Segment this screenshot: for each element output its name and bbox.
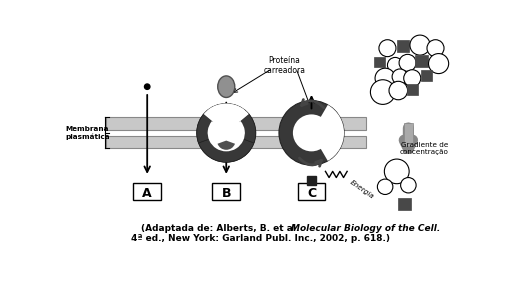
Bar [223, 147, 229, 162]
Wedge shape [204, 104, 249, 133]
Text: A: A [142, 187, 152, 200]
Bar [212, 183, 240, 200]
Ellipse shape [218, 76, 235, 98]
Bar [404, 123, 413, 146]
Circle shape [377, 179, 393, 194]
Wedge shape [207, 104, 245, 133]
Bar [307, 176, 316, 185]
Bar [374, 57, 385, 67]
Circle shape [197, 104, 256, 162]
Circle shape [209, 116, 243, 150]
Wedge shape [311, 105, 344, 161]
Wedge shape [217, 141, 235, 150]
Bar [398, 198, 410, 210]
Wedge shape [208, 121, 245, 151]
Wedge shape [226, 114, 256, 143]
Bar [133, 183, 161, 200]
Text: Membrana
plasmática: Membrana plasmática [65, 126, 110, 140]
Bar [421, 70, 432, 81]
Wedge shape [197, 114, 226, 143]
Bar [298, 183, 326, 200]
Circle shape [392, 69, 407, 84]
Bar [416, 55, 428, 67]
Circle shape [279, 101, 344, 165]
Circle shape [385, 159, 409, 184]
Circle shape [399, 54, 416, 71]
Bar [407, 84, 418, 95]
Text: Proteína
carreadora: Proteína carreadora [263, 56, 305, 75]
Circle shape [370, 80, 395, 104]
Circle shape [410, 35, 430, 55]
Circle shape [144, 84, 150, 89]
Text: 4ª ed., New York: Garland Publ. Inc., 2002, p. 618.): 4ª ed., New York: Garland Publ. Inc., 20… [131, 234, 390, 243]
Text: (Adaptada de: Alberts, B. et al.: (Adaptada de: Alberts, B. et al. [141, 224, 302, 233]
Circle shape [293, 114, 330, 151]
Circle shape [427, 40, 444, 57]
Circle shape [404, 70, 421, 87]
Circle shape [389, 81, 407, 100]
Circle shape [375, 68, 395, 88]
Bar [309, 127, 314, 139]
Circle shape [429, 53, 449, 74]
Bar [106, 118, 366, 130]
Text: Molecular Biology of the Cell.: Molecular Biology of the Cell. [292, 224, 440, 233]
Text: C: C [307, 187, 316, 200]
Text: Energia: Energia [348, 179, 375, 200]
Circle shape [379, 40, 396, 57]
Wedge shape [199, 133, 254, 162]
Circle shape [388, 57, 403, 73]
Text: B: B [221, 187, 231, 200]
Bar [106, 136, 366, 148]
Circle shape [401, 178, 416, 193]
Text: Gradiente de
concentração: Gradiente de concentração [400, 142, 449, 155]
Bar [397, 40, 409, 52]
